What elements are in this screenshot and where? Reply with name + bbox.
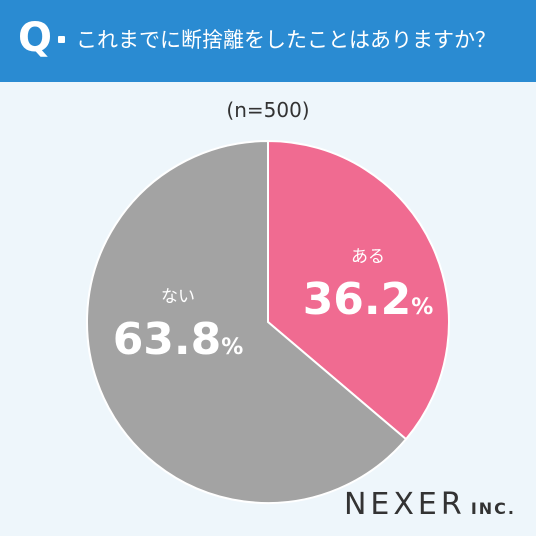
slice-value-label-yes: 36.2% [303, 274, 434, 325]
slice-value-number-yes: 36.2 [303, 274, 412, 325]
slice-value-unit-yes: % [411, 295, 433, 320]
slice-value-label-no: 63.8% [113, 314, 244, 365]
nexer-logo: NEXER INC. [344, 487, 516, 522]
logo-main-text: NEXER [343, 487, 466, 522]
sample-size-label: (n=500) [226, 98, 310, 122]
logo-sub-text: INC. [470, 499, 516, 518]
pie-slice-no [86, 139, 408, 504]
pie-slice-yes [267, 139, 450, 441]
q-dot-icon [58, 36, 65, 43]
slice-category-label-yes: ある [351, 247, 385, 267]
question-header: Q これまでに断捨離をしたことはありますか？ [0, 0, 536, 82]
slice-value-number-no: 63.8 [113, 314, 222, 365]
q-mark: Q [18, 15, 53, 61]
question-text: これまでに断捨離をしたことはありますか？ [76, 28, 496, 52]
slice-category-label-no: ない [161, 287, 195, 307]
slice-value-unit-no: % [221, 335, 243, 360]
